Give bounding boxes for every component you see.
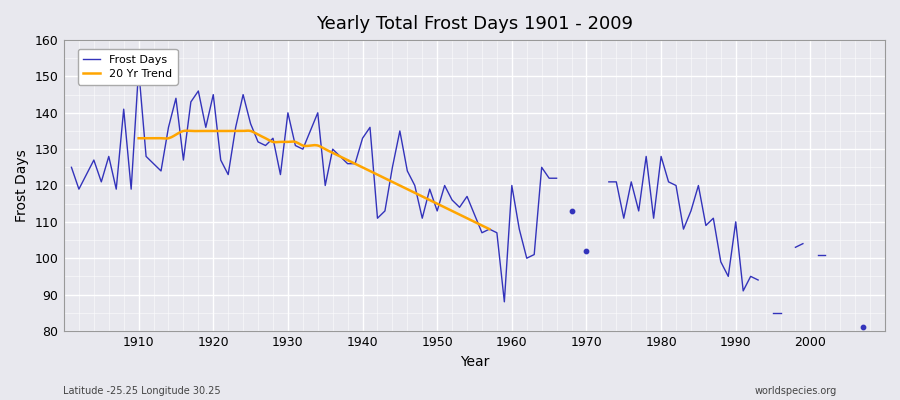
- Legend: Frost Days, 20 Yr Trend: Frost Days, 20 Yr Trend: [77, 48, 177, 84]
- Frost Days: [66, 165, 77, 170]
- Point: [580, 248, 594, 254]
- 20 Yr Trend: [134, 136, 145, 141]
- 20 Yr Trend: [343, 158, 354, 163]
- 20 Yr Trend: [453, 211, 464, 216]
- 20 Yr Trend: [342, 158, 353, 162]
- Frost Days: [454, 205, 465, 210]
- Title: Yearly Total Frost Days 1901 - 2009: Yearly Total Frost Days 1901 - 2009: [316, 15, 633, 33]
- 20 Yr Trend: [430, 200, 441, 205]
- 20 Yr Trend: [484, 227, 495, 232]
- Line: Frost Days: Frost Days: [71, 69, 556, 302]
- Point: [855, 324, 869, 330]
- Y-axis label: Frost Days: Frost Days: [15, 149, 29, 222]
- Frost Days: [193, 88, 203, 93]
- Point: [564, 208, 579, 214]
- Frost Days: [551, 176, 562, 181]
- Text: Latitude -25.25 Longitude 30.25: Latitude -25.25 Longitude 30.25: [63, 386, 220, 396]
- Line: 20 Yr Trend: 20 Yr Trend: [139, 131, 490, 229]
- Frost Days: [133, 67, 144, 72]
- 20 Yr Trend: [133, 136, 144, 141]
- Text: worldspecies.org: worldspecies.org: [755, 386, 837, 396]
- Frost Days: [290, 143, 301, 148]
- Frost Days: [104, 154, 114, 159]
- Frost Days: [499, 300, 509, 304]
- 20 Yr Trend: [349, 161, 360, 166]
- Frost Days: [223, 172, 234, 177]
- Frost Days: [283, 110, 293, 115]
- 20 Yr Trend: [242, 128, 253, 133]
- X-axis label: Year: Year: [460, 355, 490, 369]
